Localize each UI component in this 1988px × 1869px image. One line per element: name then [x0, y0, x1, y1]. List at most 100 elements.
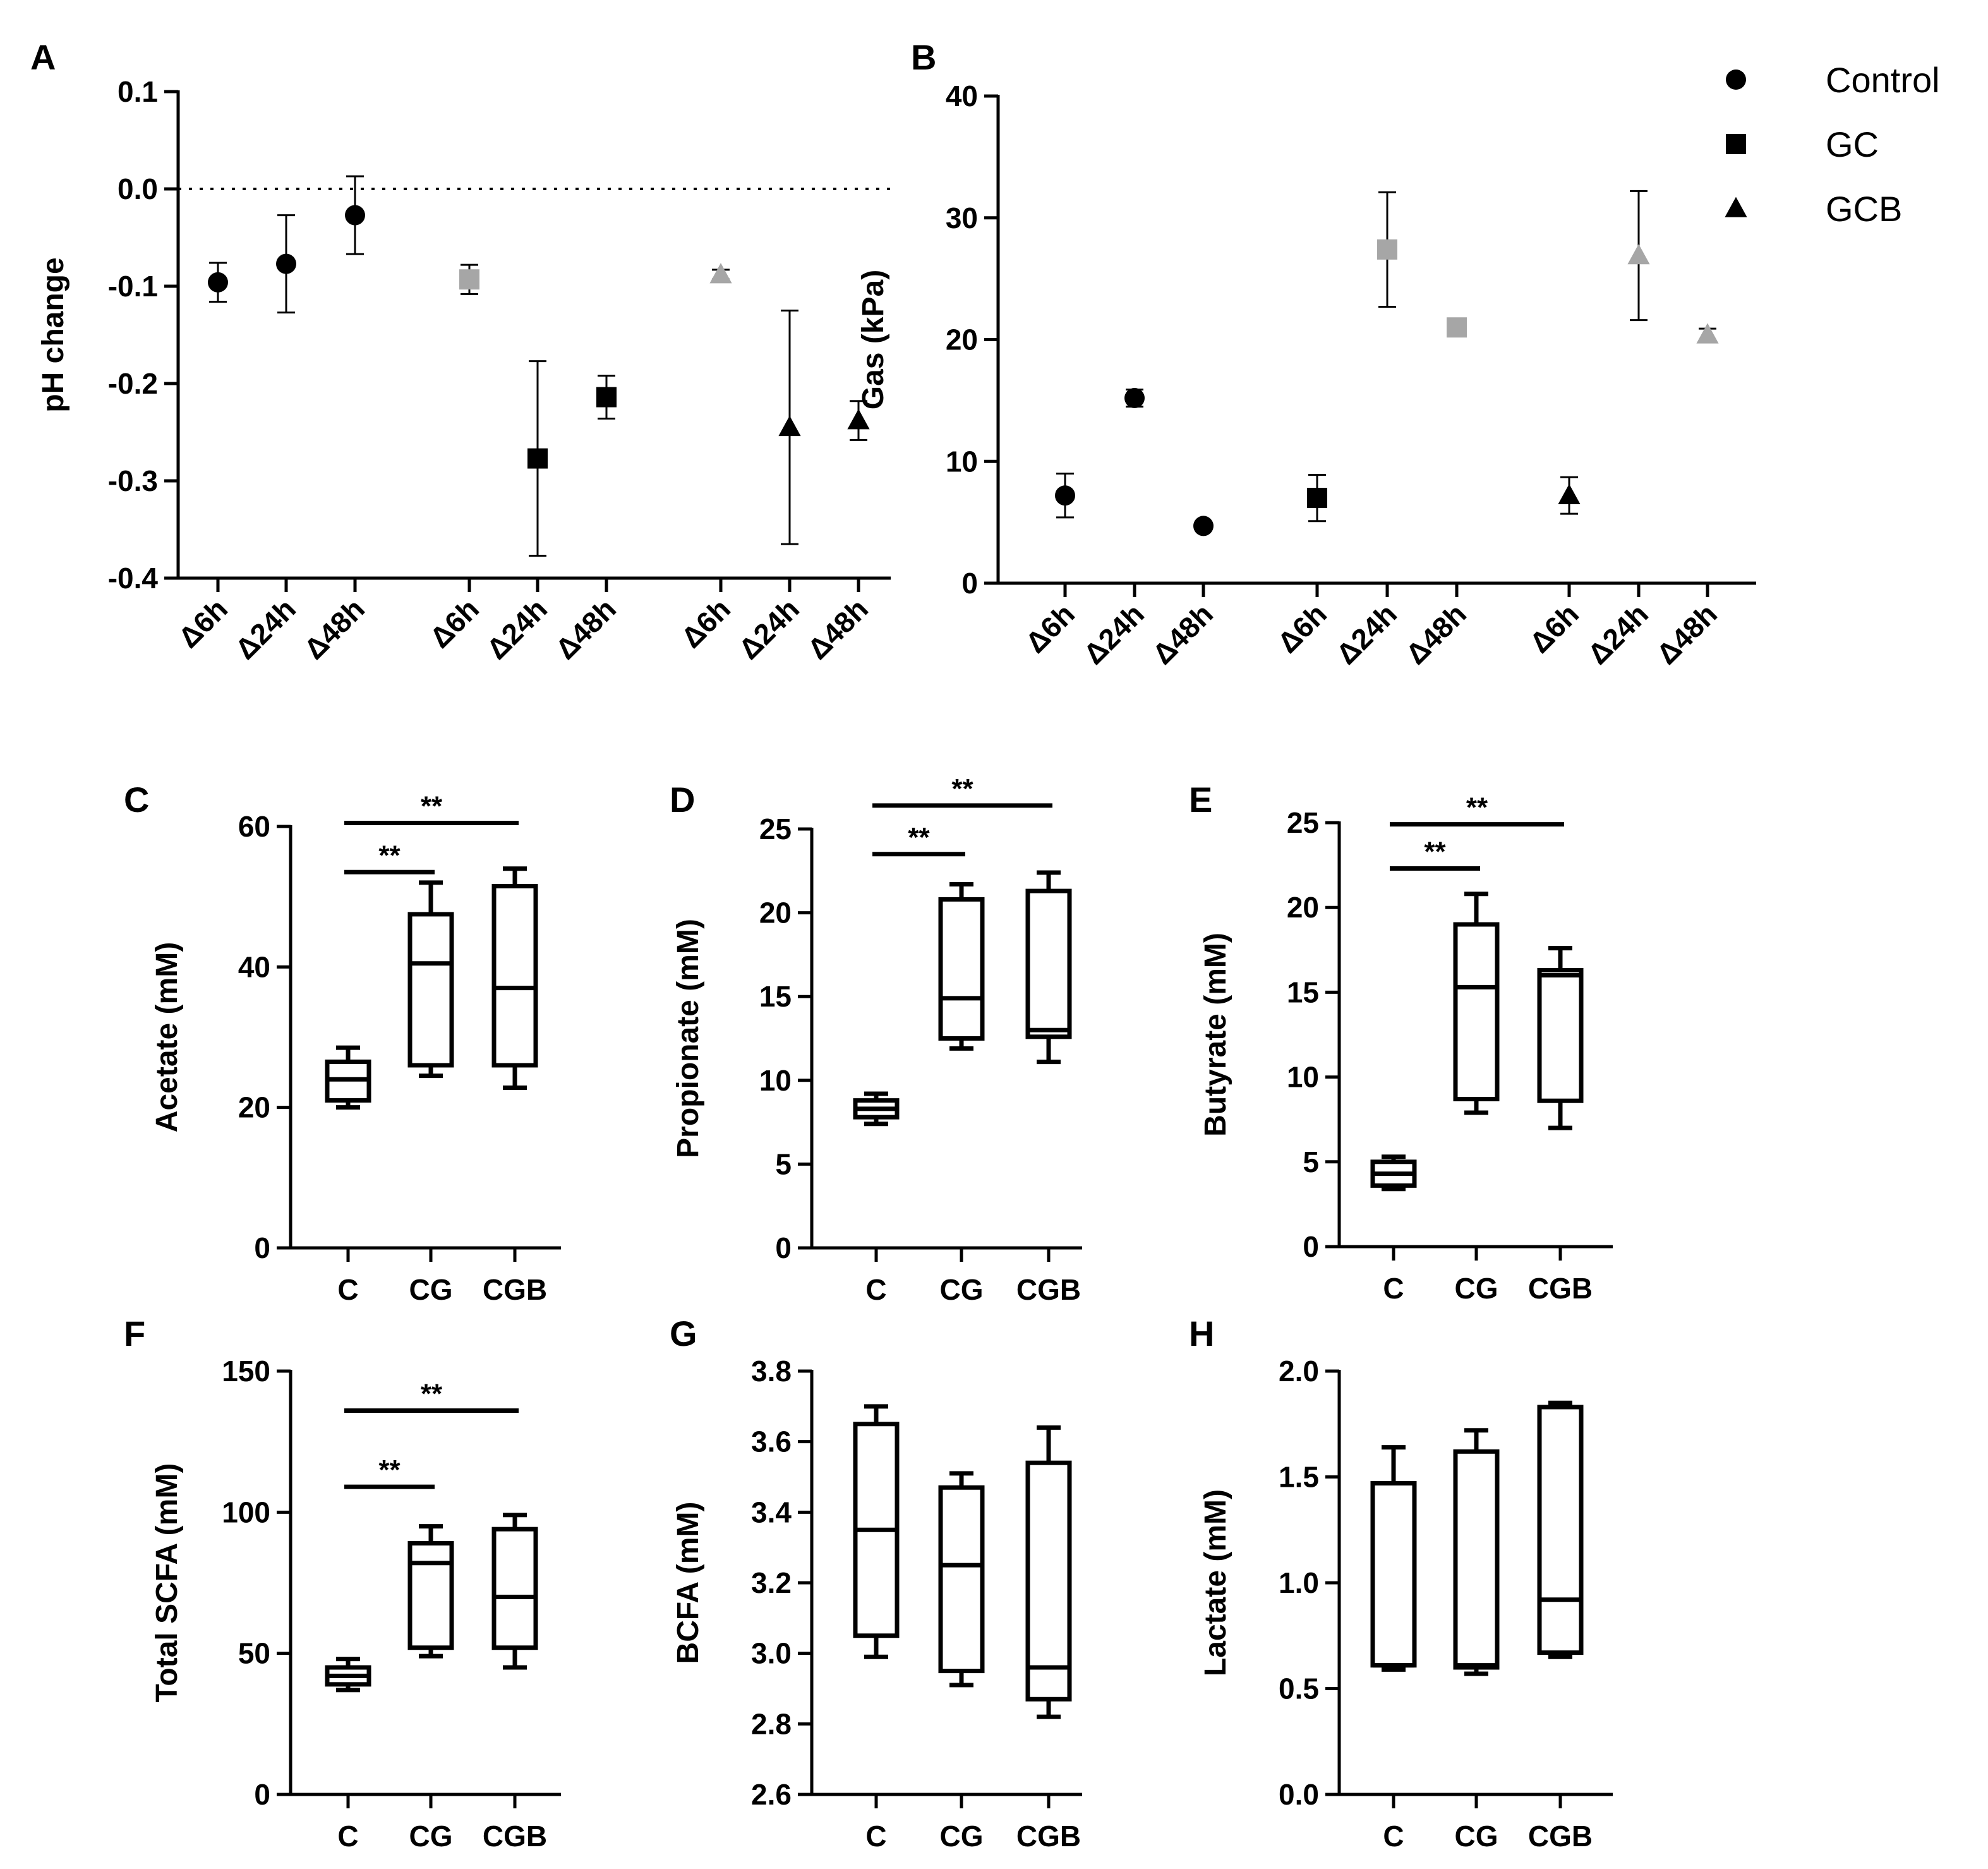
y-tick-label: 30 [946, 202, 978, 234]
box-iqr [491, 1527, 538, 1650]
box-cgb [1537, 946, 1584, 1130]
data-point-control [276, 253, 296, 274]
y-tick-label: 10 [759, 1064, 792, 1097]
y-tick-label: 3.6 [751, 1425, 792, 1458]
y-tick-label: 0 [775, 1231, 792, 1264]
y-tick-label: -0.1 [108, 270, 158, 303]
data-point-gcb [709, 263, 732, 284]
significance-label: ** [421, 790, 443, 821]
y-tick-label: 2.0 [1279, 1355, 1319, 1388]
box-iqr [1370, 1481, 1417, 1668]
y-tick-label: 20 [759, 897, 792, 929]
box-cgb [1025, 870, 1072, 1065]
x-tick-label: CGB [1528, 1820, 1593, 1853]
box-c [325, 1045, 371, 1110]
box-iqr [407, 912, 454, 1068]
panel-label: B [911, 37, 936, 77]
y-tick-label: 3.2 [751, 1566, 792, 1599]
y-tick-label: 5 [775, 1147, 792, 1180]
significance-label: ** [378, 1455, 401, 1485]
data-point-gc [527, 448, 548, 469]
data-point-gcb [1696, 323, 1719, 344]
x-tick-label: Δ48h [298, 592, 371, 665]
y-tick-label: 15 [759, 980, 792, 1013]
panel-h: H 0.0 0.5 1.0 1.5 2.0 Lactate (mM) C CG CGB [1189, 1314, 1613, 1853]
panel-f: F 0 50 100 150 Total SCFA (mM) C CG CGB ** ** [124, 1314, 561, 1853]
box-cg [938, 882, 985, 1051]
x-tick-label: C [337, 1820, 358, 1853]
legend-item-gc: GC [1726, 124, 1879, 164]
y-tick-label: -0.2 [108, 367, 158, 400]
y-axis-label: Lactate (mM) [1199, 1489, 1232, 1676]
panel-label: E [1189, 780, 1212, 820]
x-tick-label: CG [1455, 1820, 1498, 1853]
y-tick-label: 0 [961, 567, 978, 600]
box-iqr [1453, 922, 1500, 1101]
data-point-gcb [1558, 483, 1581, 505]
y-axis-label: Gas (kPa) [857, 270, 890, 409]
panel-g: G 2.6 2.8 3.0 3.2 3.4 3.6 3.8 BCFA (mM) C CG CGB [670, 1314, 1082, 1853]
y-tick-label: 2.8 [751, 1707, 792, 1740]
x-tick-label: CG [940, 1273, 984, 1306]
box-iqr [1025, 1460, 1072, 1702]
box-iqr [938, 897, 985, 1041]
x-tick-label: CGB [1016, 1820, 1081, 1853]
x-tick-label: Δ48h [1146, 597, 1219, 670]
y-tick-label: -0.3 [108, 464, 158, 497]
x-tick-label: Δ6h [172, 592, 234, 654]
x-tick-label: Δ24h [1077, 597, 1150, 670]
y-tick-label: 60 [238, 810, 270, 843]
box-cg [407, 880, 454, 1079]
x-tick-label: Δ6h [675, 592, 737, 654]
legend-item-gcb: GCB [1725, 189, 1902, 229]
y-tick-label: 25 [1287, 806, 1319, 839]
x-tick-label: Δ24h [229, 592, 302, 665]
box-cgb [1537, 1400, 1584, 1659]
y-tick-label: 150 [222, 1355, 270, 1388]
box-iqr [1537, 968, 1584, 1103]
x-tick-label: CGB [483, 1273, 547, 1306]
square-icon [1726, 134, 1746, 154]
significance-label: ** [421, 1379, 443, 1410]
y-axis-label: Propionate (mM) [672, 919, 705, 1158]
box-iqr [1453, 1449, 1500, 1670]
triangle-icon [1725, 197, 1747, 217]
data-point-gcb [1627, 244, 1650, 265]
y-tick-label: 3.0 [751, 1637, 792, 1670]
y-tick-label: 15 [1287, 976, 1319, 1008]
significance-label: ** [1466, 792, 1488, 823]
x-tick-label: Δ24h [480, 592, 553, 665]
legend: Control GC GCB [1725, 60, 1940, 229]
data-point-gc [459, 269, 479, 290]
y-axis-label: pH change [37, 257, 70, 412]
y-tick-label: 25 [759, 813, 792, 845]
panel-label: C [124, 780, 149, 820]
y-tick-label: 20 [946, 324, 978, 356]
box-c [1370, 1445, 1417, 1672]
legend-item-control: Control [1726, 60, 1940, 100]
box-cg [1453, 1428, 1500, 1676]
box-c [853, 1091, 900, 1127]
x-tick-label: Δ6h [1019, 597, 1081, 659]
data-point-control [1193, 516, 1214, 536]
y-tick-label: 1.0 [1279, 1566, 1319, 1599]
x-tick-label: Δ48h [1650, 597, 1723, 670]
box-cg [938, 1471, 985, 1688]
box-cgb [1025, 1425, 1072, 1719]
data-point-gcb [847, 409, 870, 430]
box-iqr [938, 1485, 985, 1674]
x-tick-label: Δ24h [1330, 597, 1403, 670]
x-tick-label: Δ48h [549, 592, 622, 665]
box-iqr [1025, 888, 1072, 1039]
y-tick-label: 0.1 [117, 75, 158, 108]
y-tick-label: 1.5 [1279, 1461, 1319, 1494]
x-tick-label: CG [940, 1820, 984, 1853]
data-point-gcb [778, 415, 801, 437]
y-tick-label: 0 [254, 1231, 270, 1264]
y-tick-label: 10 [1287, 1061, 1319, 1094]
y-tick-label: 0.5 [1279, 1672, 1319, 1705]
y-axis-label: BCFA (mM) [672, 1502, 705, 1664]
x-tick-label: Δ48h [1399, 597, 1473, 670]
x-tick-label: Δ48h [801, 592, 874, 665]
